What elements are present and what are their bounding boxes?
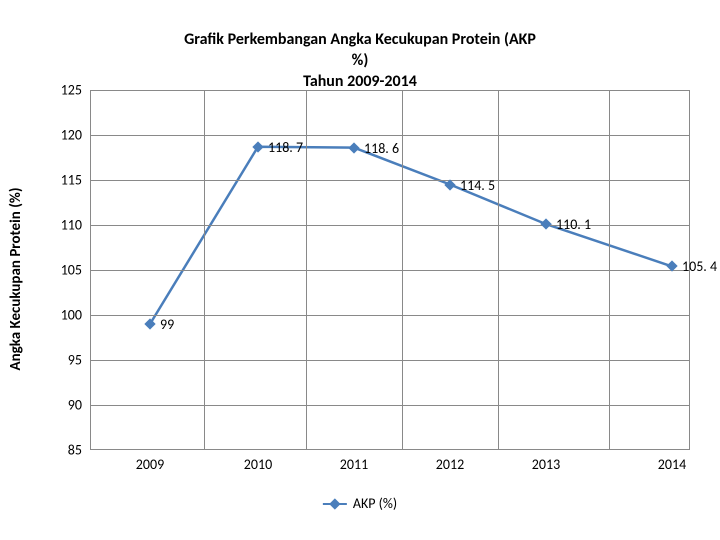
grid-line-h [90,270,690,271]
y-tick-label: 95 [50,352,90,369]
y-axis-label: Angka Kecukupan Protein (%) [7,187,25,370]
grid-line-h [90,315,690,316]
y-tick-label: 120 [50,127,90,144]
y-tick-label: 110 [50,217,90,234]
data-label: 118. 7 [268,139,303,156]
grid-line-h [90,180,690,181]
data-label: 114. 5 [460,177,495,194]
legend-swatch [323,503,347,505]
grid-line-h [90,405,690,406]
y-tick-label: 115 [50,172,90,189]
y-tick-label: 105 [50,262,90,279]
grid-line-v [498,90,499,450]
y-tick-label: 85 [50,442,90,459]
grid-line-h [90,225,690,226]
grid-line-v [306,90,307,450]
chart-container: Grafik Perkembangan Angka Kecukupan Prot… [0,0,720,540]
data-label: 110. 1 [556,216,591,233]
grid-line-v [402,90,403,450]
legend-marker-icon [329,498,340,509]
x-tick-label: 2012 [436,450,464,473]
data-label: 118. 6 [364,140,399,157]
y-tick-label: 100 [50,307,90,324]
y-tick-label: 90 [50,397,90,414]
x-tick-label: 2013 [532,450,560,473]
data-label: 99 [160,316,174,333]
legend: AKP (%) [323,495,397,512]
grid-line-v [609,90,610,450]
grid-line-h [90,135,690,136]
grid-line-v [204,90,205,450]
chart-title: Grafik Perkembangan Angka Kecukupan Prot… [180,30,540,92]
x-tick-label: 2011 [340,450,368,473]
legend-label: AKP (%) [353,495,397,512]
grid-line-h [90,360,690,361]
x-tick-label: 2014 [658,450,686,473]
data-label: 105. 4 [682,258,717,275]
x-tick-label: 2009 [136,450,164,473]
y-tick-label: 125 [50,82,90,99]
plot-area: 8590951001051101151201252009201020112012… [90,90,690,450]
x-tick-label: 2010 [244,450,272,473]
